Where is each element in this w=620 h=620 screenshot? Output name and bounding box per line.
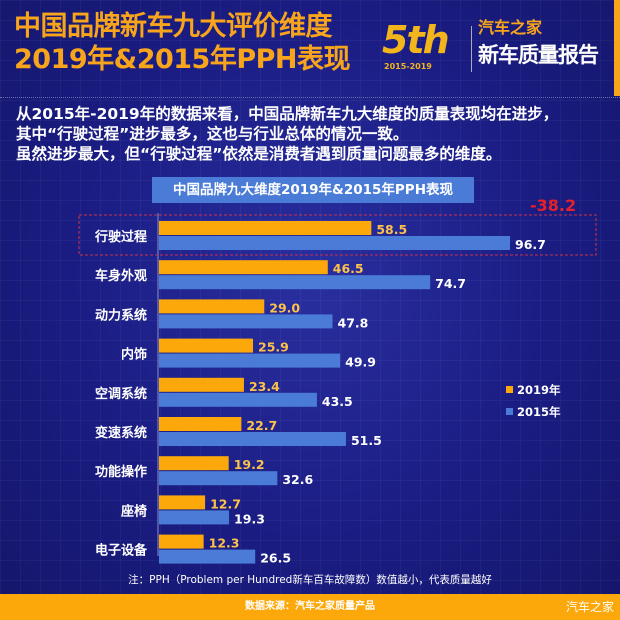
description-line: 虽然进步最大，但“行驶过程”依然是消费者遇到质量问题最多的维度。 — [16, 145, 502, 163]
data-label: 74.7 — [435, 276, 466, 291]
legend-swatch — [506, 408, 513, 415]
legend-label: 2019年 — [517, 383, 561, 397]
category-label: 空调系统 — [95, 386, 147, 402]
title-line-2: 2019年&2015年PPH表现 — [14, 44, 351, 75]
category-label: 座椅 — [120, 503, 147, 519]
data-label: 19.2 — [234, 457, 265, 472]
title-line-1: 中国品牌新车九大评价维度 — [14, 11, 333, 42]
data-label: 12.7 — [210, 496, 241, 511]
data-source: 数据来源：汽车之家质量产品 — [245, 601, 375, 612]
bar-2015年 — [159, 471, 278, 486]
data-label: 29.0 — [269, 300, 300, 315]
data-label: 58.5 — [376, 222, 407, 237]
data-label: 46.5 — [333, 261, 364, 276]
bar-2015年 — [159, 314, 333, 329]
data-label: 19.3 — [234, 511, 265, 526]
divider — [0, 97, 620, 98]
chart-title: 中国品牌九大维度2019年&2015年PPH表现 — [152, 177, 474, 203]
bar-2015年 — [159, 392, 317, 407]
data-label: 96.7 — [515, 237, 546, 252]
category-label: 内饰 — [121, 347, 147, 363]
bar-2019年 — [159, 456, 229, 471]
bar-2019年 — [159, 377, 244, 392]
description-line: 其中“行驶过程”进步最多，这也与行业总体的情况一致。 — [16, 125, 409, 143]
bar-2015年 — [159, 432, 346, 446]
bar-2015年 — [159, 549, 256, 564]
data-label: 23.4 — [249, 379, 280, 394]
bar-2015年 — [159, 275, 431, 290]
logo-edition: 5th — [382, 18, 450, 62]
bar-2019年 — [159, 534, 204, 549]
bar-2019年 — [159, 417, 242, 431]
logo-years: 2015-2019 — [384, 62, 432, 71]
logo-separator — [471, 26, 472, 72]
data-label: 26.5 — [260, 551, 291, 566]
bar-2015年 — [159, 353, 341, 368]
category-label: 动力系统 — [95, 307, 147, 323]
bar-2019年 — [159, 221, 372, 235]
bar-2019年 — [159, 260, 328, 275]
category-label: 功能操作 — [95, 464, 147, 480]
category-label: 车身外观 — [95, 268, 147, 284]
data-label: 12.3 — [209, 536, 240, 551]
data-label: 43.5 — [322, 394, 353, 409]
description-line: 从2015年-2019年的数据来看，中国品牌新车九大维度的质量表现均在进步， — [16, 105, 559, 123]
logo-brand: 汽车之家 — [478, 18, 543, 37]
category-label: 行驶过程 — [94, 229, 147, 245]
watermark: 汽车之家 — [565, 600, 614, 614]
bar-2015年 — [159, 236, 511, 250]
difference-annotation: -38.2 — [530, 196, 576, 215]
data-label: 51.5 — [351, 433, 382, 448]
logo-report: 新车质量报告 — [478, 43, 599, 67]
legend-swatch — [506, 386, 513, 393]
highlight-box — [78, 214, 597, 256]
category-label: 电子设备 — [95, 543, 148, 559]
data-label: 32.6 — [282, 472, 313, 487]
bar-2019年 — [159, 338, 254, 353]
legend-label: 2015年 — [517, 405, 561, 419]
accent-strip — [614, 0, 620, 96]
page-title: 中国品牌新车九大评价维度 2019年&2015年PPH表现 — [14, 10, 351, 76]
data-label: 22.7 — [246, 418, 277, 433]
bar-2015年 — [159, 510, 230, 525]
description: 从2015年-2019年的数据来看，中国品牌新车九大维度的质量表现均在进步， 其… — [16, 104, 616, 164]
data-label: 49.9 — [345, 355, 376, 370]
data-label: 47.8 — [338, 315, 369, 330]
footer-bar — [0, 594, 620, 620]
footnote: 注：PPH（Problem per Hundred新车百车故障数）数值越小，代表… — [128, 574, 492, 586]
data-label: 25.9 — [258, 340, 289, 355]
bar-2019年 — [159, 495, 206, 510]
bar-2019年 — [159, 299, 265, 314]
category-label: 变速系统 — [95, 425, 147, 441]
